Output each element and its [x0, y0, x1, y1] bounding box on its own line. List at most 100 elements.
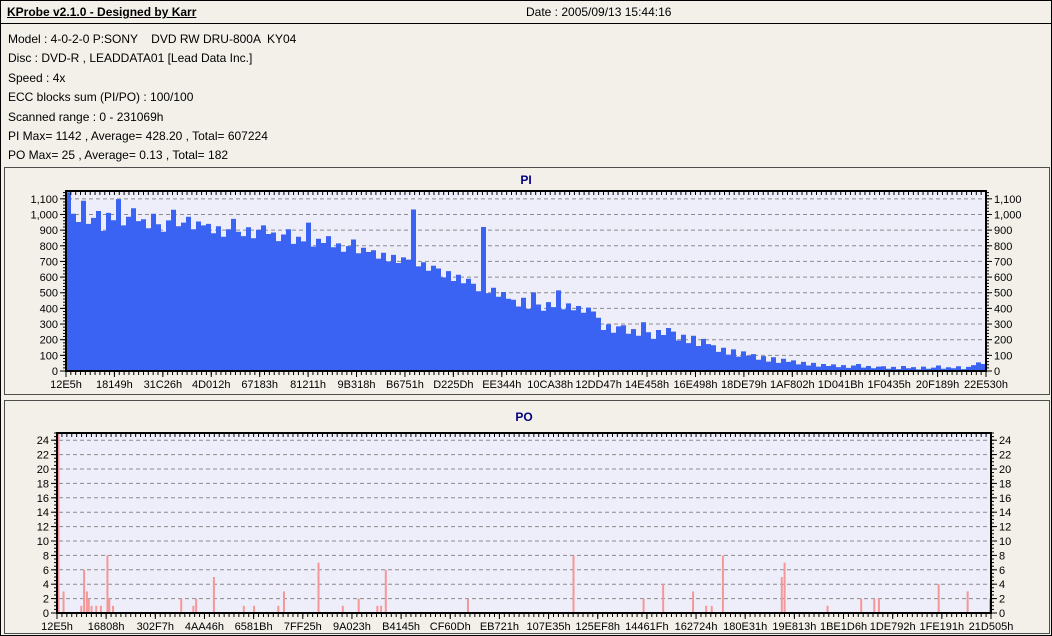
x-tick-label: 6581Bh — [235, 621, 273, 633]
x-tick-label: 31C26h — [144, 379, 183, 391]
y-tick-label-left: 6 — [43, 565, 49, 577]
y-tick-label-right: 24 — [999, 435, 1011, 447]
y-tick-label-right: 900 — [994, 225, 1012, 237]
y-tick-label-left: 0 — [52, 366, 58, 378]
x-tick-label: 1BE1D6h — [820, 621, 867, 633]
header-bar: KProbe v2.1.0 - Designed by Karr Date : … — [1, 1, 1051, 24]
y-tick-label-right: 400 — [994, 303, 1012, 315]
x-tick-label: 1FE191h — [920, 621, 965, 633]
y-tick-label-right: 12 — [999, 522, 1011, 534]
x-tick-label: 18149h — [96, 379, 133, 391]
x-tick-label: 1D041Bh — [818, 379, 864, 391]
info-line-po-stats: PO Max= 25 , Average= 0.13 , Total= 182 — [8, 148, 229, 163]
plot-border — [56, 432, 992, 614]
x-tick-label: 81211h — [290, 379, 326, 391]
pi-chart-panel: PI 12E5h 18149h 31C26h 4D012h 67183h 81211h 9B… — [4, 167, 1050, 395]
y-tick-label-right: 200 — [994, 335, 1012, 347]
app-title: KProbe v2.1.0 - Designed by Karr — [7, 5, 197, 19]
y-tick-label-left: 20 — [37, 464, 49, 476]
y-tick-label-right: 300 — [994, 319, 1012, 331]
x-tick-label: 1AF802h — [770, 379, 815, 391]
x-tick-label: 12E5h — [41, 621, 73, 633]
info-line-ecc: ECC blocks sum (PI/PO) : 100/100 — [8, 90, 194, 105]
y-tick-label-left: 900 — [40, 225, 58, 237]
x-tick-label: D225Dh — [433, 379, 473, 391]
info-line-range: Scanned range : 0 - 231069h — [8, 109, 164, 124]
x-tick-label: 125EF8h — [575, 621, 620, 633]
y-tick-label-right: 6 — [999, 565, 1005, 577]
y-tick-label-right: 22 — [999, 450, 1011, 462]
y-tick-label-right: 800 — [994, 241, 1012, 253]
y-tick-label-left: 100 — [40, 350, 58, 362]
x-tick-label: 180E31h — [723, 621, 767, 633]
info-line-disc: Disc : DVD-R , LEADDATA01 [Lead Data Inc… — [8, 51, 253, 66]
y-tick-label-right: 1,100 — [994, 194, 1022, 206]
y-tick-label-right: 18 — [999, 478, 1011, 490]
x-tick-label: 18DE79h — [721, 379, 767, 391]
y-tick-label-left: 14 — [37, 507, 49, 519]
x-tick-label: 1DE792h — [870, 621, 916, 633]
x-tick-label: 16E498h — [673, 379, 717, 391]
y-tick-label-right: 2 — [999, 594, 1005, 606]
y-tick-label-left: 10 — [37, 536, 49, 548]
x-tick-label: 21D505h — [969, 621, 1014, 633]
y-tick-label-left: 500 — [40, 288, 58, 300]
po-chart-title: PO — [515, 410, 533, 424]
x-tick-label: 67183h — [241, 379, 278, 391]
x-tick-label: 14461Fh — [625, 621, 668, 633]
y-tick-label-right: 14 — [999, 507, 1011, 519]
y-tick-label-left: 400 — [40, 303, 58, 315]
x-tick-label: 19E813h — [772, 621, 816, 633]
y-tick-label-left: 18 — [37, 478, 49, 490]
x-tick-label: B6751h — [386, 379, 424, 391]
x-tick-label: 22E530h — [964, 379, 1008, 391]
y-tick-label-right: 20 — [999, 464, 1011, 476]
y-tick-label-left: 4 — [43, 579, 49, 591]
y-tick-label-left: 600 — [40, 272, 58, 284]
y-tick-label-left: 12 — [37, 522, 49, 534]
x-tick-label: 9A023h — [333, 621, 371, 633]
info-line-pi-stats: PI Max= 1142 , Average= 428.20 , Total= … — [8, 128, 268, 143]
po-chart-canvas: 12E5h 16808h 302F7h 4AA46h 6581Bh 7FF25h 9A023… — [37, 432, 1014, 633]
scan-date-label: Date : 2005/09/13 15:44:16 — [526, 5, 672, 19]
info-line-model: Model : 4-0-2-0 P:SONY DVD RW DRU-800A K… — [8, 32, 297, 46]
x-tick-label: 302F7h — [137, 621, 174, 633]
x-tick-label: CF60Dh — [430, 621, 471, 633]
x-tick-label: 14E458h — [625, 379, 669, 391]
x-tick-label: 16808h — [88, 621, 125, 633]
y-tick-label-left: 16 — [37, 493, 49, 505]
y-tick-label-left: 800 — [40, 241, 58, 253]
x-tick-label: 9B318h — [338, 379, 376, 391]
y-tick-label-right: 4 — [999, 579, 1005, 591]
y-tick-label-right: 1,000 — [994, 209, 1022, 221]
x-tick-label: 4D012h — [192, 379, 231, 391]
pi-chart-canvas: 12E5h 18149h 31C26h 4D012h 67183h 81211h 9B318… — [30, 190, 1022, 391]
y-tick-label-left: 300 — [40, 319, 58, 331]
x-tick-label: 12DD47h — [575, 379, 621, 391]
pi-chart-title: PI — [520, 173, 532, 187]
y-tick-label-right: 100 — [994, 350, 1012, 362]
pi-area-series — [66, 192, 986, 371]
y-tick-label-right: 0 — [999, 608, 1005, 620]
x-tick-label: EE344h — [482, 379, 521, 391]
y-tick-label-left: 200 — [40, 335, 58, 347]
y-tick-label-left: 8 — [43, 550, 49, 562]
y-tick-label-right: 16 — [999, 493, 1011, 505]
scan-info-panel: Model : 4-0-2-0 P:SONY DVD RW DRU-800A K… — [8, 30, 296, 166]
x-tick-label: 162724h — [675, 621, 718, 633]
x-tick-label: 7FF25h — [284, 621, 322, 633]
y-tick-label-left: 700 — [40, 256, 58, 268]
y-tick-label-right: 500 — [994, 288, 1012, 300]
x-tick-label: 4AA46h — [185, 621, 224, 633]
y-tick-label-left: 22 — [37, 450, 49, 462]
y-tick-label-right: 10 — [999, 536, 1011, 548]
y-tick-label-left: 2 — [43, 594, 49, 606]
y-tick-label-right: 0 — [994, 366, 1000, 378]
plot-background — [57, 433, 991, 613]
y-tick-label-right: 600 — [994, 272, 1012, 284]
x-tick-label: 107E35h — [527, 621, 571, 633]
x-tick-label: 12E5h — [50, 379, 82, 391]
y-tick-label-right: 8 — [999, 550, 1005, 562]
x-tick-label: 10CA38h — [527, 379, 573, 391]
